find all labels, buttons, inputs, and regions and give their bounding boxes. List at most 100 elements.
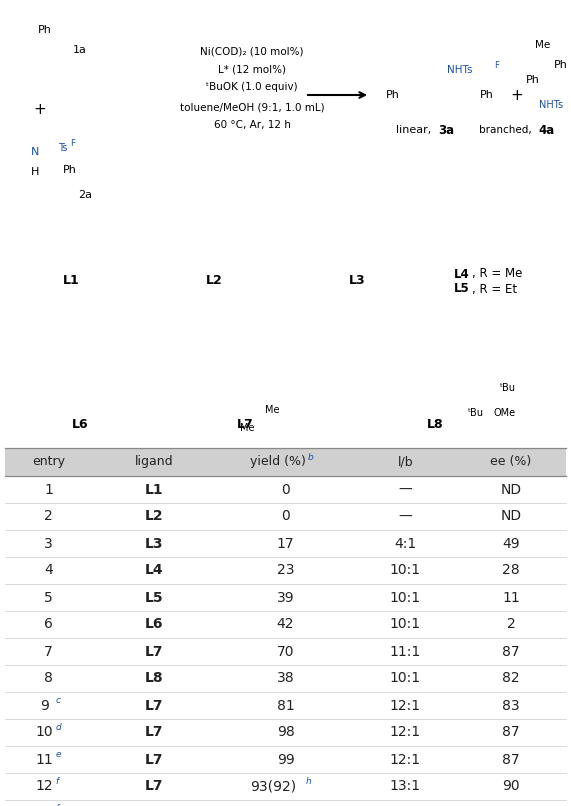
Text: 13:1: 13:1	[390, 779, 421, 793]
Text: Ph: Ph	[63, 165, 77, 175]
Text: F: F	[70, 139, 75, 148]
Text: L2: L2	[145, 509, 163, 524]
Text: L5: L5	[145, 591, 163, 604]
Text: Ts: Ts	[58, 143, 67, 153]
Text: L1: L1	[63, 273, 79, 286]
Text: 81: 81	[276, 699, 295, 713]
Bar	[5, 448, 566, 476]
Text: 11: 11	[502, 591, 520, 604]
Bar	[5, 638, 566, 665]
Text: toluene/MeOH (9:1, 1.0 mL): toluene/MeOH (9:1, 1.0 mL)	[180, 103, 324, 113]
Text: b: b	[308, 452, 313, 462]
Text: NHTs: NHTs	[447, 65, 473, 75]
Text: linear,: linear,	[396, 125, 435, 135]
Text: Ph: Ph	[38, 25, 52, 35]
Text: +: +	[510, 88, 524, 102]
Bar	[5, 719, 566, 746]
Text: ᵗBu: ᵗBu	[500, 383, 516, 393]
Text: L3: L3	[145, 537, 163, 550]
Text: h: h	[305, 777, 311, 786]
Text: 10: 10	[36, 725, 53, 739]
Text: 39: 39	[277, 591, 294, 604]
Bar	[5, 773, 566, 800]
Text: L3: L3	[349, 273, 365, 286]
Text: 2: 2	[506, 617, 516, 631]
Text: ᵗBuOK (1.0 equiv): ᵗBuOK (1.0 equiv)	[206, 82, 298, 92]
Text: Ph: Ph	[554, 60, 568, 70]
Text: 3a: 3a	[438, 123, 454, 136]
Text: , R = Et: , R = Et	[472, 282, 517, 296]
Text: Ph: Ph	[526, 75, 540, 85]
Text: 1a: 1a	[73, 45, 87, 55]
Text: L7: L7	[145, 699, 163, 713]
Text: Ni(COD)₂ (10 mol%): Ni(COD)₂ (10 mol%)	[200, 47, 304, 57]
Text: Me: Me	[240, 423, 254, 433]
Text: 42: 42	[277, 617, 294, 631]
Bar	[5, 800, 566, 806]
Text: 70: 70	[277, 645, 294, 659]
Text: ND: ND	[501, 509, 521, 524]
Text: Ph: Ph	[386, 90, 400, 100]
Text: e: e	[55, 750, 61, 759]
Text: 9: 9	[40, 699, 49, 713]
Text: 82: 82	[502, 671, 520, 685]
Text: 12:1: 12:1	[390, 753, 421, 767]
Text: L7: L7	[145, 725, 163, 739]
Text: L4: L4	[145, 563, 163, 578]
Text: L1: L1	[145, 483, 163, 496]
Text: entry: entry	[32, 455, 65, 468]
Text: 49: 49	[502, 537, 520, 550]
Text: L7: L7	[145, 753, 163, 767]
Text: F: F	[494, 61, 499, 70]
Text: L6: L6	[145, 617, 163, 631]
Text: d: d	[55, 723, 61, 732]
Text: 2a: 2a	[78, 190, 92, 200]
Text: 10:1: 10:1	[390, 591, 421, 604]
Text: 60 °C, Ar, 12 h: 60 °C, Ar, 12 h	[214, 120, 291, 130]
Text: Me: Me	[536, 40, 550, 50]
Text: 1: 1	[44, 483, 53, 496]
Text: c: c	[55, 696, 61, 705]
Bar	[5, 530, 566, 557]
Text: fg: fg	[55, 804, 65, 806]
Text: 7: 7	[44, 645, 53, 659]
Text: 90: 90	[502, 779, 520, 793]
Text: L7: L7	[145, 779, 163, 793]
Text: 99: 99	[276, 753, 295, 767]
Text: 87: 87	[502, 753, 520, 767]
Bar	[0, 448, 571, 806]
Text: l/b: l/b	[397, 455, 413, 468]
Text: 28: 28	[502, 563, 520, 578]
Text: ligand: ligand	[135, 455, 174, 468]
Bar	[5, 557, 566, 584]
Bar	[0, 0, 571, 448]
Text: ND: ND	[501, 483, 521, 496]
Text: 11: 11	[35, 753, 54, 767]
Text: 10:1: 10:1	[390, 563, 421, 578]
Bar	[5, 584, 566, 611]
Text: N: N	[31, 147, 39, 157]
Text: 4: 4	[44, 563, 53, 578]
Text: —: —	[399, 483, 412, 496]
Text: 23: 23	[277, 563, 294, 578]
Text: NHTs: NHTs	[539, 100, 563, 110]
Text: 93(92): 93(92)	[251, 779, 296, 793]
Text: branched,: branched,	[479, 125, 535, 135]
Text: 87: 87	[502, 725, 520, 739]
Text: 4:1: 4:1	[395, 537, 416, 550]
Text: 8: 8	[44, 671, 53, 685]
Text: 11:1: 11:1	[390, 645, 421, 659]
Bar	[5, 476, 566, 503]
Text: L* (12 mol%): L* (12 mol%)	[218, 65, 286, 75]
Bar	[5, 746, 566, 773]
Text: 38: 38	[277, 671, 294, 685]
Text: L7: L7	[236, 418, 254, 431]
Text: 0: 0	[281, 483, 290, 496]
Text: Ph: Ph	[480, 90, 494, 100]
Bar	[5, 503, 566, 530]
Text: L4: L4	[454, 268, 470, 280]
Text: 10:1: 10:1	[390, 617, 421, 631]
Bar	[5, 692, 566, 719]
Text: 87: 87	[502, 645, 520, 659]
Text: 0: 0	[281, 509, 290, 524]
